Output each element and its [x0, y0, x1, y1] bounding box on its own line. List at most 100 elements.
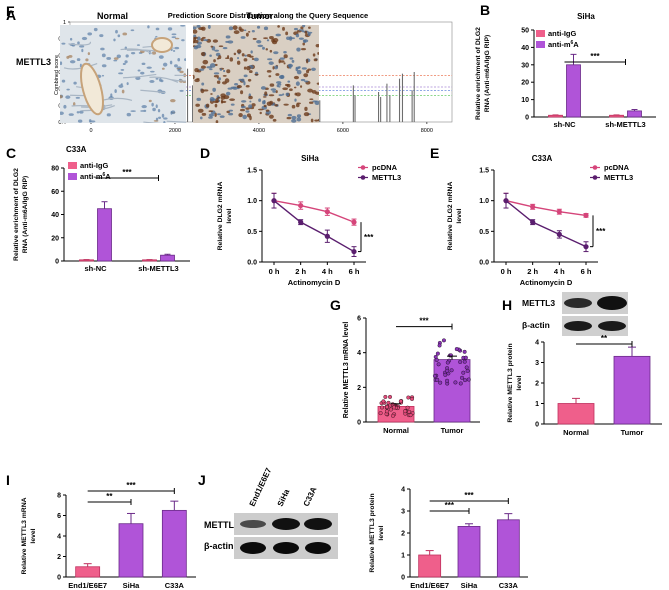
ihc-nucleus: [240, 90, 244, 95]
ihc-nucleus: [174, 46, 180, 50]
ihc-nucleus: [304, 106, 308, 111]
ihc-nucleus: [163, 120, 166, 123]
ihc-nucleus: [212, 39, 219, 43]
ihc-nucleus: [225, 91, 231, 96]
i-y-tick-label: 0: [57, 575, 61, 582]
ihc-fiber: [143, 121, 162, 123]
ihc-nucleus: [130, 110, 136, 112]
g-point: [453, 380, 458, 385]
ihc-nucleus: [238, 78, 243, 81]
ihc-nucleus: [287, 63, 293, 68]
g-point: [436, 362, 441, 367]
ihc-nucleus: [272, 66, 275, 70]
ihc-nucleus: [241, 105, 246, 109]
ihc-nucleus: [88, 119, 92, 123]
ihc-nucleus: [181, 39, 185, 42]
panel-d-title: SiHa: [301, 154, 319, 163]
e-sig-label: ***: [596, 227, 606, 236]
ihc-nucleus: [209, 63, 216, 68]
ihc-nucleus: [158, 116, 162, 120]
ihc-nucleus: [275, 33, 282, 37]
d-point-pcDNA: [298, 202, 304, 209]
a-ytick-label: 0.4: [58, 120, 66, 126]
ihc-nucleus: [197, 108, 204, 113]
ihc-nucleus: [286, 36, 291, 40]
e-y-tick-label: 0.5: [479, 229, 489, 236]
ihc-nucleus: [217, 113, 221, 116]
ihc-nucleus: [272, 40, 278, 45]
c-xcat: sh-METTL3: [138, 264, 178, 273]
ihc-nucleus: [248, 95, 253, 100]
ihc-nucleus: [279, 60, 285, 63]
ihc-nucleus: [269, 83, 275, 87]
c-legend-swatch: [68, 173, 77, 180]
ihc-nucleus: [213, 75, 219, 78]
ihc-nucleus: [252, 37, 257, 40]
ihc-nucleus: [295, 103, 300, 108]
ihc-nucleus: [149, 80, 155, 83]
c-y-tick-label: 0: [55, 259, 59, 266]
ihc-nucleus: [208, 116, 213, 119]
ihc-nucleus: [266, 39, 270, 42]
ihc-nucleus: [167, 27, 173, 31]
ihc-nucleus: [302, 25, 306, 28]
j-ylabel-line2: level: [378, 525, 385, 540]
ihc-nucleus: [170, 99, 176, 103]
c-xcat: sh-NC: [84, 264, 107, 273]
ihc-nucleus: [228, 26, 234, 31]
ihc-nucleus: [249, 55, 254, 58]
g-point: [398, 399, 403, 404]
i-xcat: End1/E6E7: [68, 581, 107, 590]
ihc-nucleus: [200, 51, 206, 57]
ihc-nucleus: [302, 42, 306, 46]
ihc-nucleus: [311, 67, 316, 71]
i-bar: [75, 566, 101, 578]
d-point-METTL3: [271, 198, 277, 204]
e-ylabel-line1: Relative DLG2 mRNA: [447, 182, 454, 251]
ihc-normal-image: [60, 25, 186, 123]
panel-b-cell: SiHa: [577, 12, 595, 21]
c-y-tick-label: 80: [51, 166, 59, 173]
ihc-nucleus: [126, 112, 132, 117]
ihc-nucleus: [131, 51, 136, 55]
panel-e-title: C33A: [532, 154, 553, 163]
ihc-nucleus: [262, 96, 267, 98]
ihc-nucleus: [113, 57, 119, 60]
ihc-nucleus: [194, 68, 199, 73]
ihc-nucleus: [174, 64, 178, 68]
ihc-nucleus: [209, 96, 215, 102]
ihc-nucleus: [208, 113, 214, 117]
ihc-nucleus: [113, 59, 118, 62]
ihc-nucleus: [287, 113, 293, 117]
g-y-tick-label: 6: [357, 316, 361, 323]
b-ylabel-line1: Relative enrichment of DLG2: [475, 27, 482, 120]
ihc-nucleus: [308, 26, 311, 29]
ihc-nucleus: [269, 100, 273, 105]
e-point-pcDNA: [556, 209, 562, 215]
j-sig2-label: ***: [464, 491, 474, 500]
ihc-nucleus: [246, 65, 251, 71]
ihc-nucleus: [120, 68, 125, 71]
g-point: [406, 395, 411, 400]
ihc-nucleus: [225, 35, 231, 39]
ihc-nucleus: [140, 110, 145, 112]
e-xcat: 2 h: [527, 267, 538, 276]
ihc-nucleus: [61, 79, 66, 83]
panel-d: D SiHa Relative DLG2 mRNA level 0.0 0.5 1.0 1…: [200, 145, 401, 287]
ihc-nucleus: [214, 112, 217, 118]
ihc-nucleus: [222, 75, 227, 77]
ihc-nucleus: [155, 35, 158, 38]
ihc-nucleus: [314, 119, 319, 122]
ihc-nucleus: [248, 104, 253, 109]
ihc-nucleus: [236, 60, 241, 65]
i-bar: [118, 523, 144, 578]
ihc-fiber: [123, 73, 157, 79]
g-point: [454, 347, 459, 352]
ihc-nucleus: [136, 44, 141, 46]
e-xcat: 0 h: [501, 267, 512, 276]
j-lane-2: SiHa: [276, 487, 292, 507]
g-point: [445, 378, 450, 383]
ihc-nucleus: [229, 57, 234, 62]
ihc-nucleus: [174, 37, 180, 40]
ihc-nucleus: [171, 36, 177, 39]
